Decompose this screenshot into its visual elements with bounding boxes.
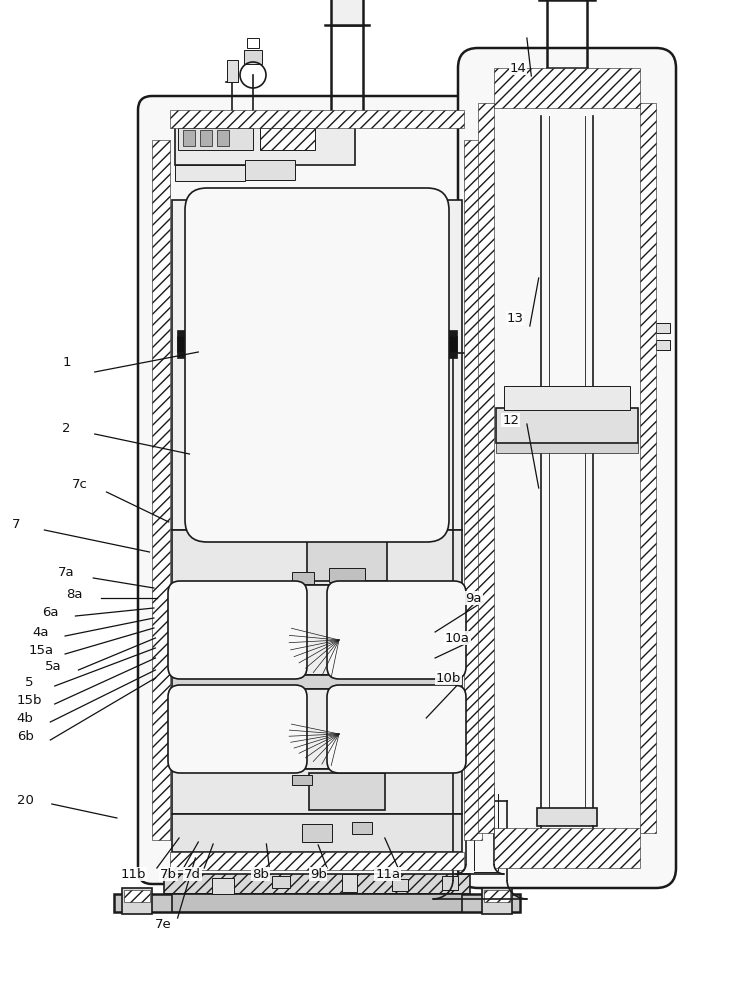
FancyBboxPatch shape (327, 685, 466, 773)
Bar (504, 386, 630, 410)
Bar (212, 878, 234, 894)
Bar (172, 894, 462, 912)
Bar (331, 0, 363, 25)
Text: 9a: 9a (465, 591, 482, 604)
Bar (352, 822, 372, 834)
Bar (302, 824, 332, 842)
Text: 13: 13 (507, 312, 523, 324)
Text: 10b: 10b (436, 672, 461, 684)
Text: 7a: 7a (58, 566, 75, 578)
Text: 11b: 11b (121, 867, 146, 880)
Bar (172, 530, 462, 585)
Text: 20: 20 (17, 794, 33, 806)
Bar (114, 894, 520, 912)
Bar (183, 130, 195, 146)
Bar (245, 160, 295, 180)
Bar (656, 323, 670, 333)
Bar (170, 110, 464, 128)
Bar (464, 140, 482, 840)
Bar (272, 876, 290, 888)
Bar (178, 128, 253, 150)
FancyBboxPatch shape (458, 48, 676, 888)
Bar (547, 68, 587, 82)
Bar (172, 769, 462, 814)
Text: 7e: 7e (155, 918, 171, 930)
Bar (496, 408, 638, 443)
Text: 11a: 11a (375, 867, 400, 880)
Text: 8b: 8b (252, 867, 269, 880)
Bar (392, 879, 408, 891)
Bar (217, 130, 229, 146)
Bar (392, 330, 457, 358)
Bar (307, 533, 387, 581)
Text: 9b: 9b (310, 867, 326, 880)
Text: 6a: 6a (42, 605, 58, 618)
Bar (494, 828, 640, 868)
Text: 15b: 15b (17, 694, 42, 706)
Bar (200, 130, 212, 146)
Bar (656, 340, 670, 350)
Bar (392, 336, 457, 352)
Bar (175, 165, 245, 181)
Text: 6b: 6b (17, 730, 33, 742)
FancyBboxPatch shape (168, 581, 307, 679)
Bar (292, 572, 314, 584)
Bar (172, 675, 462, 689)
Text: 7: 7 (12, 518, 21, 530)
Text: 4b: 4b (17, 712, 33, 724)
Bar (175, 125, 355, 165)
Bar (309, 773, 385, 810)
Text: 2: 2 (62, 422, 71, 434)
Bar (342, 874, 357, 892)
Bar (292, 775, 312, 785)
Bar (478, 103, 494, 833)
Bar (537, 808, 597, 826)
Bar (329, 568, 365, 582)
Bar (442, 876, 458, 890)
Text: 10a: 10a (445, 632, 470, 645)
Bar (172, 814, 462, 852)
FancyBboxPatch shape (327, 581, 466, 679)
Bar (170, 852, 464, 870)
Bar (152, 140, 170, 840)
Bar (247, 38, 259, 48)
Bar (172, 200, 462, 530)
Bar (496, 443, 638, 453)
Text: 1: 1 (62, 356, 71, 368)
FancyBboxPatch shape (138, 96, 496, 884)
Bar (640, 103, 656, 833)
Bar (124, 890, 150, 902)
Text: 7c: 7c (72, 479, 88, 491)
Text: 15a: 15a (28, 644, 53, 656)
Bar (494, 68, 640, 108)
Text: 12: 12 (502, 414, 519, 426)
Bar (177, 336, 242, 352)
Bar (244, 50, 262, 64)
Text: 4a: 4a (33, 626, 49, 639)
Text: 7b: 7b (161, 867, 177, 880)
Bar (177, 330, 242, 358)
FancyBboxPatch shape (168, 685, 307, 773)
Bar (484, 890, 510, 902)
Text: 5a: 5a (45, 660, 61, 672)
Text: 8a: 8a (66, 587, 82, 600)
Bar (482, 888, 512, 914)
Bar (164, 874, 470, 894)
Text: 14: 14 (510, 62, 526, 75)
Text: 5: 5 (25, 676, 34, 688)
Bar (172, 585, 462, 675)
FancyBboxPatch shape (185, 188, 449, 542)
Bar (172, 689, 462, 769)
Bar (260, 128, 315, 150)
Bar (122, 888, 152, 914)
Text: 7d: 7d (184, 867, 201, 880)
Bar (227, 60, 238, 82)
